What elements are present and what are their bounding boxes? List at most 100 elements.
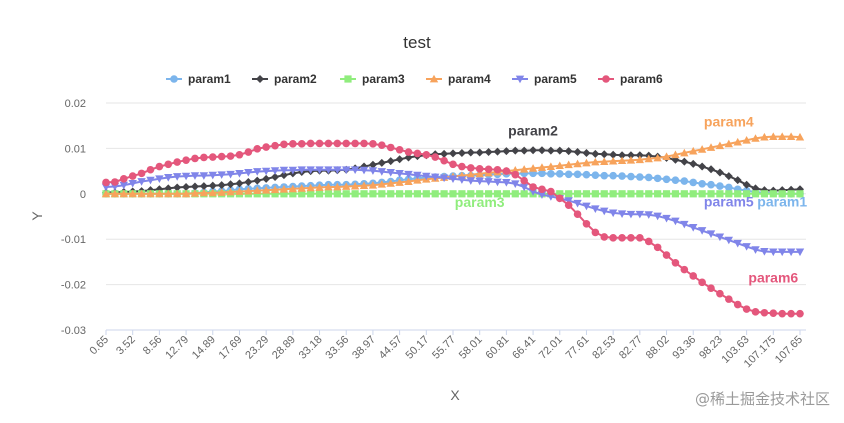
param4-point[interactable] <box>137 189 146 198</box>
param2-point[interactable] <box>386 157 395 166</box>
param3-point[interactable] <box>378 190 386 198</box>
param4-point[interactable] <box>146 189 155 198</box>
legend-item-param6[interactable]: param6 <box>598 72 663 86</box>
param3-point[interactable] <box>787 190 795 198</box>
param3-point[interactable] <box>289 190 297 198</box>
param5-point[interactable] <box>377 168 387 176</box>
param6-point[interactable] <box>289 140 297 148</box>
param2-point[interactable] <box>715 168 724 177</box>
param2-point[interactable] <box>618 151 627 160</box>
param5-point[interactable] <box>475 177 484 186</box>
param5-point[interactable] <box>546 193 556 201</box>
param2-point[interactable] <box>707 165 716 174</box>
legend-item-param1[interactable]: param1 <box>166 72 231 86</box>
param2-point[interactable] <box>493 147 502 156</box>
param6-point[interactable] <box>297 140 306 148</box>
param5-point[interactable] <box>626 210 636 219</box>
param2-point[interactable] <box>724 172 733 181</box>
param5-point[interactable] <box>795 248 805 257</box>
param5-point[interactable] <box>680 220 689 229</box>
param4-point[interactable] <box>786 132 796 140</box>
param6-point[interactable] <box>609 234 617 242</box>
param2-point[interactable] <box>680 157 689 166</box>
param2-point[interactable] <box>698 162 707 171</box>
param4-point[interactable] <box>377 180 387 188</box>
param3-point[interactable] <box>645 190 653 198</box>
param6-point[interactable] <box>324 139 333 148</box>
param1-point[interactable] <box>609 171 617 180</box>
param4-point[interactable] <box>537 163 547 171</box>
param5-point[interactable] <box>350 166 360 174</box>
param6-point[interactable] <box>413 149 422 158</box>
param2-point[interactable] <box>484 148 493 157</box>
param5-point[interactable] <box>208 171 217 180</box>
param5-point[interactable] <box>253 168 262 176</box>
param6-point[interactable] <box>547 187 555 196</box>
param4-point[interactable] <box>600 157 609 165</box>
param5-point[interactable] <box>368 167 378 175</box>
param6-point[interactable] <box>191 154 199 163</box>
param1-point[interactable] <box>618 172 626 180</box>
param4-point[interactable] <box>564 160 573 169</box>
param2-point[interactable] <box>742 180 751 189</box>
param6-point[interactable] <box>564 201 573 209</box>
param2-point[interactable] <box>573 148 582 157</box>
param4-point[interactable] <box>680 148 689 157</box>
param1-point[interactable] <box>636 173 644 181</box>
param4-point[interactable] <box>270 185 280 194</box>
param3-point[interactable] <box>769 190 777 198</box>
param1-point[interactable] <box>627 172 635 181</box>
param6-point[interactable] <box>164 160 173 169</box>
param4-point[interactable] <box>368 180 378 189</box>
param5-point[interactable] <box>778 248 787 257</box>
param4-point[interactable] <box>706 143 716 151</box>
param1-point[interactable] <box>582 170 591 179</box>
param3-point[interactable] <box>467 190 475 198</box>
param5-point[interactable] <box>297 166 306 174</box>
param2-point[interactable] <box>377 158 386 167</box>
param1-point[interactable] <box>725 183 733 192</box>
param6-point[interactable] <box>422 150 431 159</box>
param6-point[interactable] <box>369 140 377 148</box>
param6-point[interactable] <box>698 278 706 287</box>
param3-point[interactable] <box>413 190 422 198</box>
param1-point[interactable] <box>591 171 600 179</box>
param2-point[interactable] <box>253 176 262 185</box>
param4-point[interactable] <box>582 158 591 167</box>
param1-point[interactable] <box>547 170 555 178</box>
param3-point[interactable] <box>565 190 573 198</box>
param5-point[interactable] <box>706 230 716 238</box>
param5-point[interactable] <box>181 172 191 181</box>
legend-symbol[interactable] <box>170 75 178 83</box>
param5-point[interactable] <box>484 178 493 186</box>
param4-point[interactable] <box>253 186 262 195</box>
param3-point[interactable] <box>751 190 760 198</box>
param4-point[interactable] <box>555 161 564 170</box>
param4-point[interactable] <box>172 189 182 198</box>
param5-point[interactable] <box>119 181 128 190</box>
legend-item-param5[interactable]: param5 <box>512 72 577 86</box>
param6-point[interactable] <box>787 309 795 318</box>
param4-point[interactable] <box>315 183 324 191</box>
param2-point[interactable] <box>262 174 271 183</box>
param6-point[interactable] <box>707 284 715 293</box>
param5-point[interactable] <box>146 176 155 185</box>
param6-point[interactable] <box>315 139 324 148</box>
param3-point[interactable] <box>573 190 582 198</box>
param4-point[interactable] <box>217 188 226 196</box>
param2-point[interactable] <box>475 148 484 157</box>
param5-point[interactable] <box>466 177 475 185</box>
param6-point[interactable] <box>751 308 760 316</box>
param6-point[interactable] <box>689 272 698 280</box>
param3-point[interactable] <box>698 190 706 198</box>
param4-point[interactable] <box>742 136 751 144</box>
param2-point[interactable] <box>466 148 475 157</box>
param4-point[interactable] <box>395 178 404 186</box>
param5-point[interactable] <box>413 171 422 180</box>
param2-point[interactable] <box>208 181 217 190</box>
param3-point[interactable] <box>262 190 270 198</box>
param3-point[interactable] <box>422 190 430 198</box>
param3-point[interactable] <box>342 190 350 198</box>
param5-point[interactable] <box>164 174 173 182</box>
param6-point[interactable] <box>538 185 546 194</box>
